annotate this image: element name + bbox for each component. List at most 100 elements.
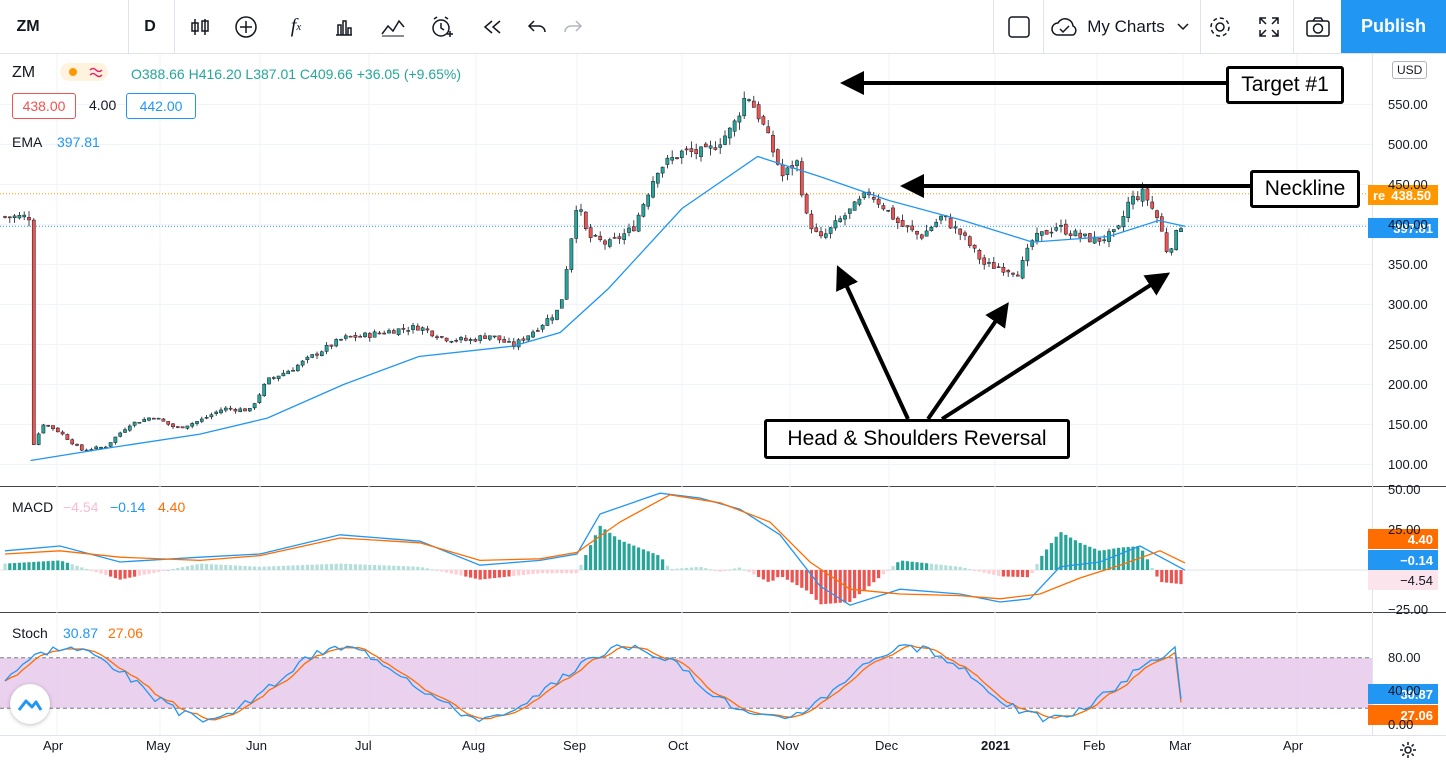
candle <box>919 234 924 239</box>
layout-icon[interactable] <box>1004 0 1034 53</box>
add-compare-icon[interactable] <box>230 0 262 53</box>
macd-histogram-bar <box>521 570 525 575</box>
macd-signal-value: 4.40 <box>158 499 186 515</box>
time-axis-label: Jul <box>355 738 372 753</box>
candle <box>228 407 233 410</box>
candle <box>579 209 583 212</box>
candle <box>358 335 363 338</box>
macd-histogram-bar <box>973 570 977 571</box>
candle <box>996 266 1001 269</box>
chevron-down-icon[interactable] <box>1172 0 1194 53</box>
candle <box>1035 232 1039 242</box>
macd-histogram-bar <box>157 570 161 572</box>
macd-histogram-bar <box>689 567 693 570</box>
macd-histogram-bar <box>1073 540 1077 570</box>
candle <box>886 209 891 212</box>
publish-button[interactable]: Publish <box>1341 0 1446 53</box>
time-axis-label: May <box>146 738 171 753</box>
macd-histogram-bar <box>1160 570 1164 583</box>
settings-icon[interactable] <box>1204 0 1236 53</box>
macd-histogram-bar <box>166 569 170 571</box>
macd-histogram-bar <box>89 570 93 571</box>
macd-histogram-bar <box>99 570 103 574</box>
ema-value: 397.81 <box>57 134 100 150</box>
candle <box>727 127 732 139</box>
macd-histogram-bar <box>766 570 770 582</box>
candle <box>603 240 607 245</box>
candle <box>180 426 185 429</box>
candle <box>147 417 151 421</box>
macd-histogram-bar <box>613 536 617 570</box>
candle <box>377 332 382 335</box>
macd-histogram-bar <box>781 570 785 578</box>
macd-histogram-bar <box>387 565 391 570</box>
sell-price-box[interactable]: 438.00 <box>12 93 76 119</box>
candle <box>60 431 65 435</box>
axis-settings-icon[interactable] <box>1398 740 1418 765</box>
candle <box>857 198 862 205</box>
macd-axis-label: 25.00 <box>1388 522 1421 537</box>
time-axis-label: Nov <box>776 738 800 753</box>
candle <box>132 421 137 426</box>
macd-histogram-bar <box>872 570 876 583</box>
macd-histogram-bar <box>171 569 175 570</box>
currency-label[interactable]: USD <box>1392 61 1428 79</box>
macd-line-value: −0.14 <box>110 499 146 515</box>
time-axis-label: Mar <box>1169 738 1192 753</box>
macd-histogram-bar <box>646 551 650 570</box>
macd-histogram-bar <box>1064 534 1068 570</box>
replay-icon[interactable] <box>476 0 508 53</box>
macd-histogram-bar <box>752 570 756 575</box>
candle <box>876 198 881 205</box>
alert-icon[interactable] <box>426 0 460 53</box>
candle <box>257 394 262 403</box>
candle <box>1068 233 1073 236</box>
stoch-axis-label: 80.00 <box>1388 649 1421 665</box>
redo-icon[interactable] <box>558 0 588 53</box>
candle <box>185 425 190 429</box>
macd-histogram-bar <box>397 565 401 570</box>
my-charts-button[interactable]: My Charts <box>1087 16 1165 36</box>
macd-histogram-bar <box>277 566 281 570</box>
macd-histogram-bar <box>838 570 842 603</box>
macd-histogram-bar <box>593 535 597 570</box>
undo-icon[interactable] <box>522 0 552 53</box>
macd-histogram-bar <box>435 570 439 571</box>
candles-icon[interactable] <box>184 0 216 53</box>
candle <box>607 239 612 247</box>
interval-button[interactable]: D <box>144 17 156 35</box>
candle <box>1011 272 1015 275</box>
cloud-icon[interactable] <box>1050 0 1080 53</box>
macd-histogram-bar <box>507 570 511 577</box>
symbol-search-button[interactable]: ZM <box>16 17 40 35</box>
candle <box>1102 239 1107 242</box>
tradingview-logo[interactable] <box>10 684 50 724</box>
candle <box>17 214 22 219</box>
macd-histogram-bar <box>1059 532 1063 570</box>
candle <box>939 215 943 221</box>
candle <box>267 377 271 385</box>
candle <box>987 262 991 264</box>
macd-histogram-bar <box>886 570 890 571</box>
candle <box>958 228 963 235</box>
stoch-k-line <box>4 644 1182 723</box>
candle <box>7 216 12 219</box>
candle <box>468 339 473 341</box>
templates-icon[interactable] <box>328 0 360 53</box>
candle <box>665 157 670 165</box>
buy-price-box[interactable]: 442.00 <box>126 93 196 119</box>
macd-histogram-bar <box>349 564 353 570</box>
macd-histogram-bar <box>685 567 689 570</box>
macd-histogram-bar <box>800 570 804 588</box>
macd-histogram-bar <box>176 568 180 570</box>
fullscreen-icon[interactable] <box>1253 0 1285 53</box>
macd-histogram-bar <box>709 569 713 571</box>
camera-icon[interactable] <box>1302 0 1334 53</box>
macd-histogram-bar <box>1078 542 1082 570</box>
macd-histogram-bar <box>344 563 348 570</box>
compare-icon[interactable] <box>376 0 410 53</box>
macd-histogram-bar <box>123 570 127 579</box>
price-axis-label: 450.00 <box>1388 176 1428 192</box>
